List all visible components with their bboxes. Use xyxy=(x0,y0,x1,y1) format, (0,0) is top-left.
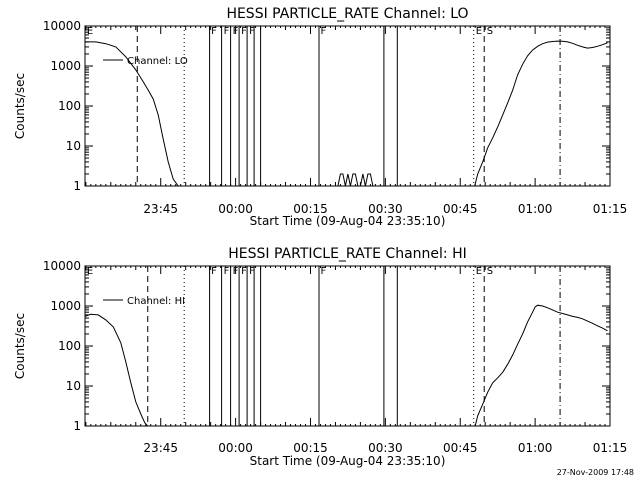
y-axis-label: Counts/sec xyxy=(13,73,27,139)
x-tick-label: 23:45 xyxy=(143,441,178,455)
series-line-2 xyxy=(474,304,608,426)
chart-title: HESSI PARTICLE_RATE Channel: HI xyxy=(228,246,466,262)
footer-timestamp: 27-Nov-2009 17:48 xyxy=(557,468,634,477)
y-tick-label: 1 xyxy=(73,419,81,433)
plot-area xyxy=(85,266,608,426)
flag-label: F xyxy=(211,266,217,277)
legend-label: Channel: LO xyxy=(127,56,188,67)
y-tick-label: 10 xyxy=(66,139,81,153)
y-tick-label: 10 xyxy=(66,379,81,393)
flag-label: E xyxy=(87,26,93,37)
y-tick-label: 1000 xyxy=(50,299,81,313)
flag-label: E xyxy=(476,266,482,277)
flag-label: S xyxy=(487,266,493,277)
series-line-1 xyxy=(209,266,398,426)
x-tick-label: 00:15 xyxy=(293,441,328,455)
series-line-3 xyxy=(474,40,608,186)
chart-title: HESSI PARTICLE_RATE Channel: LO xyxy=(226,6,468,22)
series-line-1 xyxy=(209,26,398,186)
y-tick-label: 10000 xyxy=(43,19,81,33)
panel-channel-lo: HESSI PARTICLE_RATE Channel: LO 1 10 100 100… xyxy=(13,6,627,228)
y-tick-label: 10000 xyxy=(43,259,81,273)
flag-label: F xyxy=(211,26,217,37)
plot-area xyxy=(85,26,608,186)
flag-label: F xyxy=(233,26,239,37)
y-tick-label: 100 xyxy=(58,339,81,353)
x-axis-label: Start Time (09-Aug-04 23:35:10) xyxy=(250,214,446,228)
x-tick-label: 00:00 xyxy=(218,441,253,455)
x-tick-label: 00:45 xyxy=(443,202,478,216)
flag-label: E xyxy=(476,26,482,37)
y-axis-label: Counts/sec xyxy=(13,313,27,379)
x-tick-label: 01:15 xyxy=(593,202,628,216)
plot-frame xyxy=(84,265,611,427)
panel-channel-hi: HESSI PARTICLE_RATE Channel: HI 1 10 100 100… xyxy=(13,246,627,468)
series-line-0 xyxy=(85,313,149,426)
flag-label: F xyxy=(320,266,326,277)
flag-label: E xyxy=(87,266,93,277)
x-axis-label: Start Time (09-Aug-04 23:35:10) xyxy=(250,454,446,468)
x-tick-label: 00:00 xyxy=(218,202,253,216)
y-tick-label: 1 xyxy=(73,179,81,193)
x-tick-label: 01:00 xyxy=(518,202,553,216)
flag-label: F xyxy=(249,266,255,277)
x-tick-label: 01:00 xyxy=(518,441,553,455)
flag-label: F xyxy=(224,26,230,37)
series-line-0 xyxy=(85,41,179,186)
legend-label: Channel: HI xyxy=(127,296,185,307)
flag-label: F xyxy=(241,26,247,37)
plot-frame xyxy=(84,25,611,187)
flag-label: F xyxy=(249,26,255,37)
series-line-2 xyxy=(332,173,376,186)
flag-label: F xyxy=(224,266,230,277)
flag-label: F xyxy=(320,26,326,37)
x-tick-label: 00:30 xyxy=(368,202,403,216)
flag-label: F xyxy=(241,266,247,277)
x-tick-label: 00:30 xyxy=(368,441,403,455)
x-tick-label: 23:45 xyxy=(143,202,178,216)
y-tick-label: 100 xyxy=(58,99,81,113)
y-tick-label: 1000 xyxy=(50,59,81,73)
x-tick-label: 01:15 xyxy=(593,441,628,455)
flag-label: F xyxy=(233,266,239,277)
x-tick-label: 00:45 xyxy=(443,441,478,455)
flag-label: S xyxy=(487,26,493,37)
x-tick-label: 00:15 xyxy=(293,202,328,216)
